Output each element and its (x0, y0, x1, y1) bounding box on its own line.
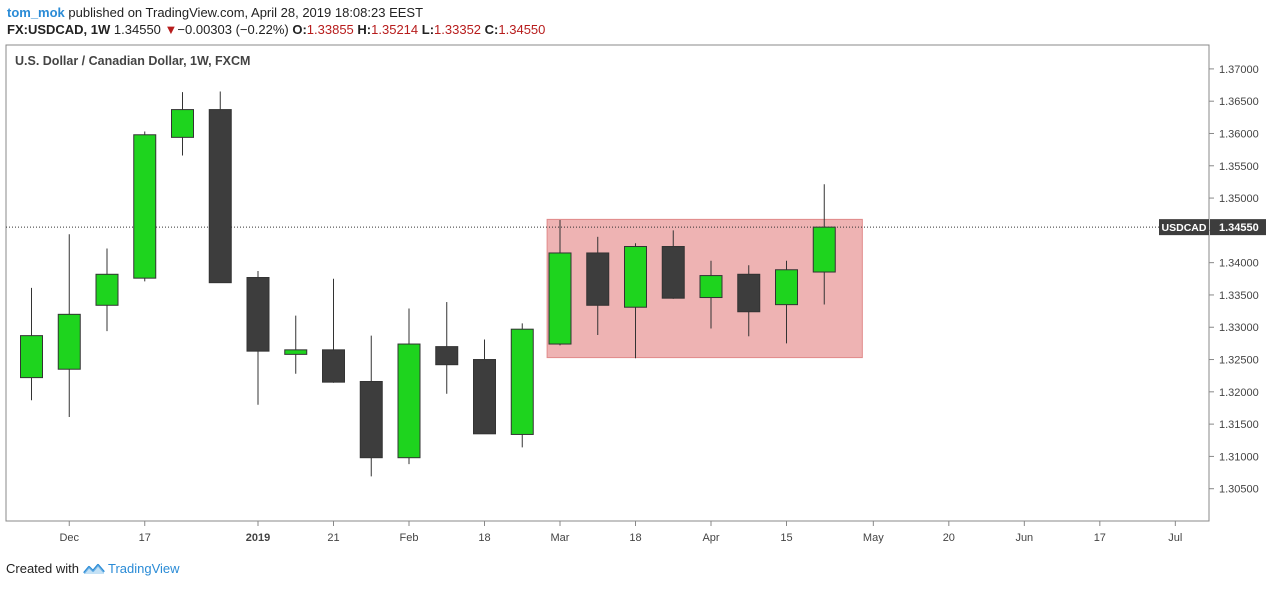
close-value: 1.34550 (498, 22, 546, 37)
candle-body (812, 226, 836, 273)
x-tick-label: 2019 (246, 532, 270, 544)
symbol-badge-label: USDCAD (1162, 222, 1207, 234)
y-tick-label: 1.30500 (1219, 484, 1259, 496)
x-tick-label: 20 (943, 532, 955, 544)
candle-body (208, 109, 232, 284)
last-price: 1.34550 (113, 22, 161, 37)
tradingview-brand: TradingView (107, 561, 180, 576)
x-tick-label: Jun (1015, 532, 1033, 544)
chart-title: U.S. Dollar / Canadian Dollar, 1W, FXCM (15, 54, 250, 68)
x-tick-label: Jul (1168, 532, 1182, 544)
y-tick-label: 1.32500 (1219, 355, 1259, 367)
x-tick-label: 18 (629, 532, 641, 544)
y-tick-label: 1.36500 (1219, 96, 1259, 108)
x-tick-label: 17 (139, 532, 151, 544)
symbol-info: FX:USDCAD, 1W 1.34550 ▼−0.00303 (−0.22%)… (7, 22, 545, 37)
open-value: 1.33855 (306, 22, 354, 37)
y-tick-label: 1.34000 (1219, 258, 1259, 270)
candle-body (20, 335, 43, 379)
low-value: 1.33352 (434, 22, 482, 37)
candle-body (171, 109, 194, 138)
y-tick-label: 1.35000 (1219, 193, 1259, 205)
high-label: H: (357, 22, 372, 37)
y-tick-label: 1.33500 (1219, 290, 1259, 302)
y-tick-label: 1.31000 (1219, 451, 1259, 463)
candle-body (586, 252, 610, 306)
candle-body (397, 343, 421, 459)
candle-body (510, 328, 534, 435)
candle-body (133, 134, 157, 279)
candle-body (548, 252, 572, 345)
x-tick-label: May (863, 532, 884, 544)
candle-body (661, 246, 685, 299)
symbol-badge (1159, 219, 1209, 236)
y-tick-label: 1.31500 (1219, 419, 1259, 431)
y-tick-label: 1.33000 (1219, 322, 1259, 334)
candle-body (775, 269, 798, 306)
high-value: 1.35214 (371, 22, 419, 37)
price-badge-label: 1.34550 (1219, 222, 1259, 234)
price-change: −0.00303 (−0.22%) (177, 22, 289, 37)
x-tick-label: 15 (780, 532, 792, 544)
x-tick-label: Apr (702, 532, 719, 544)
candle-body (57, 313, 81, 370)
candle-body (473, 359, 496, 435)
tradingview-logo-icon (83, 563, 105, 574)
publish-info: tom_mok published on TradingView.com, Ap… (7, 5, 423, 20)
down-arrow-icon: ▼ (164, 22, 178, 37)
open-label: O: (292, 22, 307, 37)
plot-frame (5, 44, 1210, 522)
x-tick-label: Feb (400, 532, 419, 544)
candle-body (699, 275, 723, 299)
candle-body (359, 380, 383, 459)
x-tick-label: Dec (59, 532, 79, 544)
x-tick-label: Mar (551, 532, 570, 544)
candle-body (284, 349, 308, 355)
y-tick-label: 1.36000 (1219, 128, 1259, 140)
x-tick-label: 21 (327, 532, 339, 544)
published-text: published on TradingView.com, April 28, … (68, 5, 424, 20)
y-tick-label: 1.32000 (1219, 387, 1259, 399)
symbol-label: FX:USDCAD, 1W (7, 22, 111, 37)
candle-body (435, 346, 459, 366)
created-with-text: Created with (6, 561, 79, 576)
x-tick-label: 17 (1094, 532, 1106, 544)
footer: Created with TradingView (6, 561, 180, 576)
candle-body (624, 246, 647, 308)
price-badge (1210, 219, 1266, 236)
close-label: C: (484, 22, 499, 37)
y-tick-label: 1.35500 (1219, 161, 1259, 173)
candle-body (322, 349, 345, 383)
candle-body (737, 273, 761, 313)
author-link[interactable]: tom_mok (7, 5, 65, 20)
y-tick-label: 1.37000 (1219, 64, 1259, 76)
x-tick-label: 18 (478, 532, 490, 544)
candle-body (95, 273, 119, 306)
candle-body (246, 277, 270, 352)
low-label: L: (421, 22, 435, 37)
tradingview-link[interactable]: TradingView (83, 561, 180, 576)
